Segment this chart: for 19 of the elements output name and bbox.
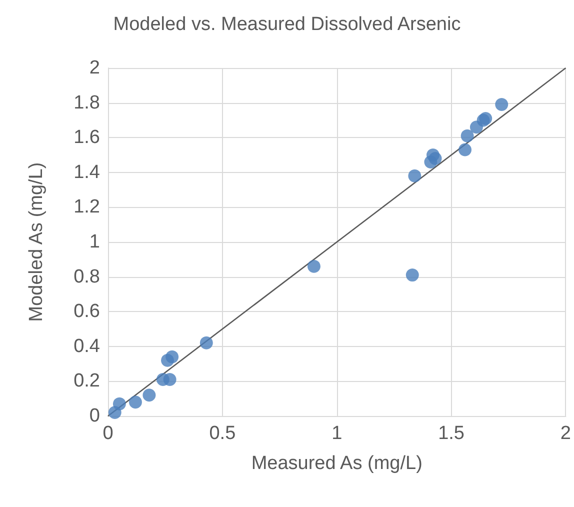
y-axis-title: Modeled As (mg/L)	[26, 162, 47, 322]
y-tick-label: 0.6	[74, 301, 100, 322]
y-tick-label: 1	[89, 232, 100, 252]
y-tick-label: 1.4	[74, 162, 100, 183]
chart-title: Modeled vs. Measured Dissolved Arsenic	[113, 14, 461, 35]
y-tick-label: 1.2	[74, 196, 100, 218]
x-tick-label: 0	[102, 423, 114, 444]
y-tick-label: 0	[89, 406, 100, 426]
x-tick-label: 1.5	[438, 423, 464, 444]
x-axis-title: Measured As (mg/L)	[251, 453, 422, 474]
y-tick-label: 2	[89, 58, 100, 78]
x-tick-label: 2	[560, 423, 572, 444]
y-tick-label: 0.8	[74, 266, 100, 288]
y-tick-label: 0.2	[74, 370, 100, 392]
x-tick-label: 1	[332, 423, 342, 444]
y-tick-label: 1.6	[74, 127, 100, 148]
y-tick-label: 1.8	[74, 92, 100, 114]
x-tick-label: 0.5	[209, 423, 236, 444]
y-tick-label: 0.4	[74, 336, 100, 357]
